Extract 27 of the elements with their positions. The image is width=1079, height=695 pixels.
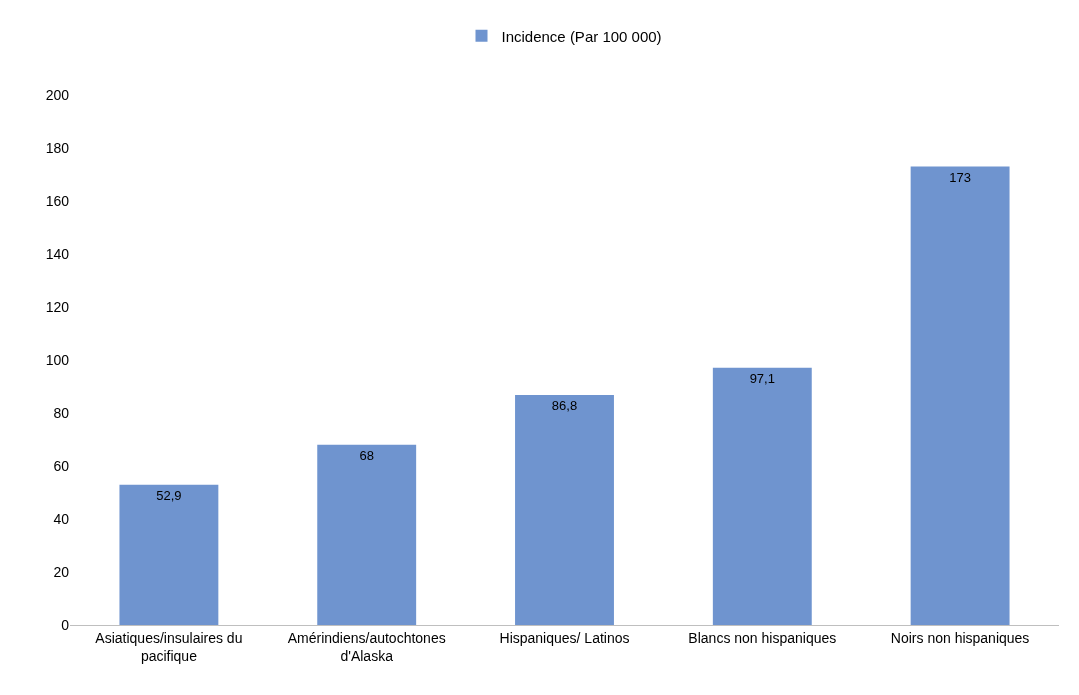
y-tick-label: 80 — [53, 404, 70, 421]
y-tick-label: 40 — [53, 510, 70, 527]
data-label: 86,8 — [551, 397, 578, 413]
bar — [119, 484, 219, 625]
data-label: 173 — [949, 169, 971, 185]
x-tick-label: Hispaniques/ Latinos — [499, 629, 630, 646]
x-tick-label: Noirs non hispaniques — [890, 629, 1030, 646]
x-tick-label: Asiatiques/insulaires du pacifique — [95, 629, 243, 664]
data-label: 52,9 — [156, 487, 182, 503]
legend-label: Incidence (Par 100 000) — [501, 27, 662, 45]
y-tick-label: 20 — [53, 563, 70, 580]
data-label: 68 — [359, 447, 374, 463]
y-tick-label: 0 — [61, 616, 70, 633]
data-label: 97,1 — [749, 370, 775, 386]
x-tick-label: Amérindiens/autochtones d'Alaska — [287, 629, 446, 664]
y-tick-label: 100 — [45, 351, 70, 368]
bar — [317, 444, 417, 625]
y-tick-label: 180 — [45, 139, 70, 156]
bar — [712, 367, 812, 625]
x-tick-label: Blancs non hispaniques — [688, 629, 837, 646]
bar — [515, 394, 614, 625]
y-tick-label: 60 — [53, 457, 70, 474]
y-tick-label: 200 — [45, 86, 70, 103]
y-tick-label: 140 — [45, 245, 70, 262]
y-tick-label: 160 — [45, 192, 70, 209]
y-tick-label: 120 — [45, 298, 70, 315]
bar — [910, 166, 1010, 625]
